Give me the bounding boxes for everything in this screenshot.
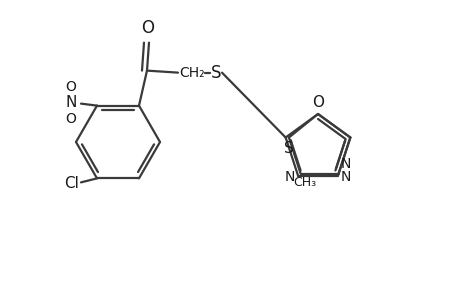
- Text: N: N: [66, 95, 77, 110]
- Text: S: S: [283, 142, 293, 157]
- Text: N: N: [340, 157, 350, 171]
- Text: O: O: [311, 95, 323, 110]
- Text: N: N: [340, 169, 351, 184]
- Text: O: O: [141, 19, 154, 37]
- Text: Cl: Cl: [64, 176, 79, 191]
- Text: CH₃: CH₃: [293, 176, 316, 189]
- Text: N: N: [284, 169, 294, 184]
- Text: O: O: [66, 112, 76, 126]
- Text: O: O: [66, 80, 76, 94]
- Text: CH₂: CH₂: [179, 66, 204, 80]
- Text: S: S: [210, 64, 221, 82]
